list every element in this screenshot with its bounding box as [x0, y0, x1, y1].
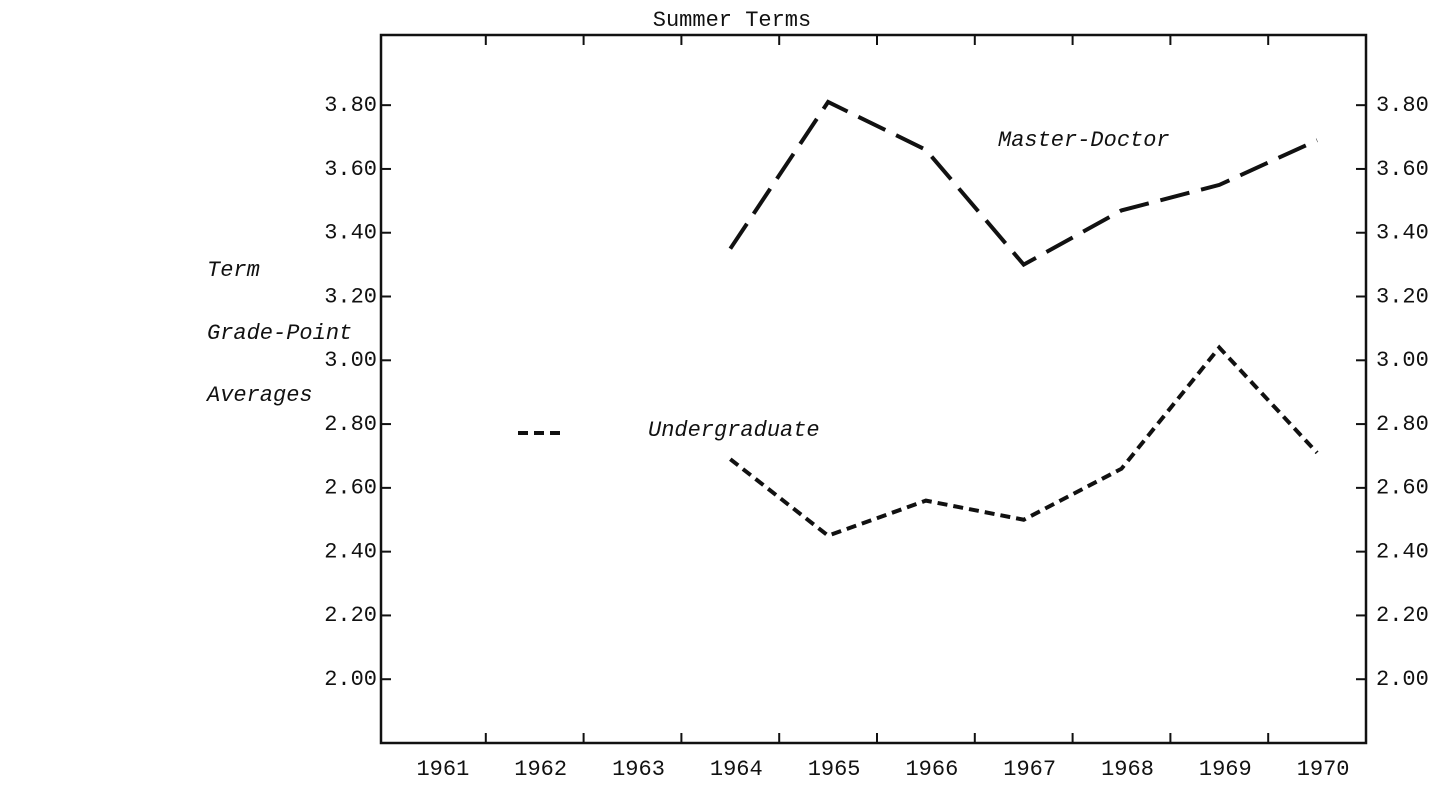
x-tick-label: 1969 [1199, 757, 1252, 782]
y-tick-label: 3.60 [324, 157, 377, 182]
legend-label: Master-Doctor [998, 128, 1170, 153]
y-tick-label: 3.20 [1376, 284, 1429, 309]
series-line [728, 99, 1318, 268]
y-tick-label: 2.20 [324, 603, 377, 628]
series-line [729, 344, 1319, 538]
y-tick-label: 2.00 [1376, 667, 1429, 692]
x-tick-label: 1962 [514, 757, 567, 782]
y-tick-label: 3.00 [324, 348, 377, 373]
legend-label: Undergraduate [648, 418, 820, 443]
y-axis-label: Grade-Point [207, 321, 352, 346]
x-tick-label: 1963 [612, 757, 665, 782]
y-tick-label: 2.40 [1376, 539, 1429, 564]
x-tick-label: 1964 [710, 757, 763, 782]
y-tick-label: 2.80 [324, 412, 377, 437]
y-tick-label: 2.00 [324, 667, 377, 692]
x-tick-label: 1970 [1297, 757, 1350, 782]
y-tick-label: 3.40 [1376, 221, 1429, 246]
chart-title: Summer Terms [653, 8, 811, 33]
plot-frame [379, 33, 1368, 745]
y-tick-label: 3.80 [324, 93, 377, 118]
y-tick-label: 2.60 [324, 476, 377, 501]
y-tick-label: 2.80 [1376, 412, 1429, 437]
y-tick-label: 2.20 [1376, 603, 1429, 628]
y-tick-label: 3.60 [1376, 157, 1429, 182]
x-tick-label: 1966 [905, 757, 958, 782]
y-tick-label: 2.60 [1376, 476, 1429, 501]
y-tick-label: 3.80 [1376, 93, 1429, 118]
y-tick-label: 3.20 [324, 284, 377, 309]
x-tick-label: 1968 [1101, 757, 1154, 782]
y-axis-label: Averages [205, 383, 313, 408]
x-tick-label: 1965 [808, 757, 861, 782]
y-tick-label: 3.00 [1376, 348, 1429, 373]
x-tick-label: 1961 [416, 757, 469, 782]
y-axis-label: Term [207, 258, 260, 283]
y-tick-label: 3.40 [324, 221, 377, 246]
y-tick-label: 2.40 [324, 539, 377, 564]
x-tick-label: 1967 [1003, 757, 1056, 782]
